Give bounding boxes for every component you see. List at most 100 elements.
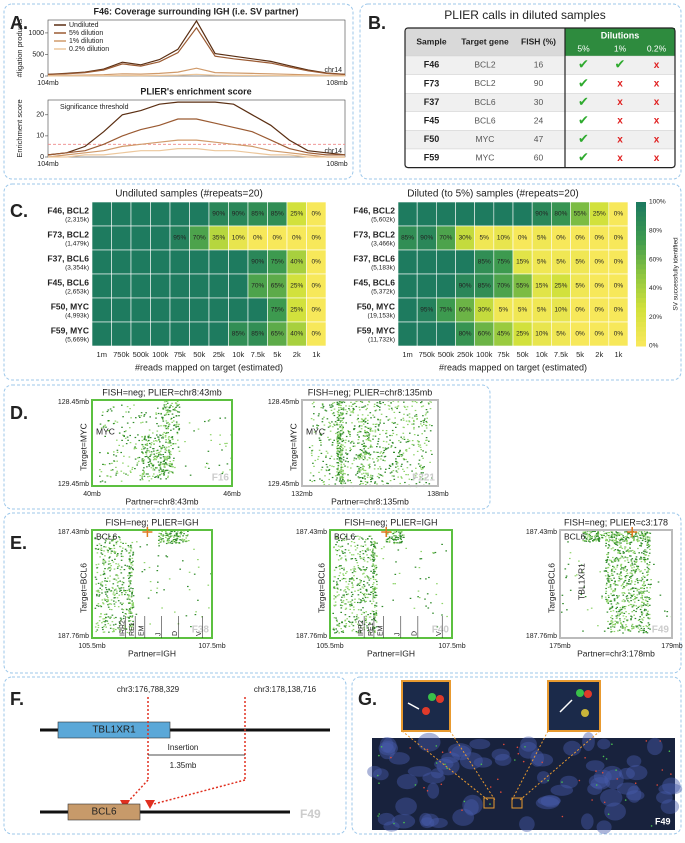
contact-dot	[365, 409, 367, 411]
contact-dot	[336, 455, 339, 457]
contact-dot	[345, 535, 347, 537]
contact-dot	[339, 445, 342, 447]
heatmap-cell	[169, 201, 190, 227]
contact-dot	[122, 542, 124, 544]
contact-dot	[130, 587, 132, 589]
contact-dot	[619, 550, 621, 552]
contact-dot	[133, 448, 136, 450]
contact-dot	[645, 559, 648, 561]
contact-dot	[168, 455, 171, 457]
contact-dot	[408, 478, 411, 480]
cell-label: 60%	[459, 307, 472, 314]
contact-dot	[193, 548, 195, 550]
contact-dot	[612, 610, 615, 612]
row-label: F46, BCL2	[47, 205, 89, 215]
contact-dot	[124, 590, 127, 592]
contact-dot	[343, 625, 346, 627]
contact-dot	[613, 623, 615, 626]
contact-dot	[423, 423, 425, 425]
contact-dot	[164, 456, 166, 458]
contact-dot	[610, 578, 612, 580]
contact-dot	[107, 606, 110, 608]
contact-dot	[645, 625, 648, 627]
contact-dot	[643, 556, 645, 559]
contact-dot	[618, 574, 621, 576]
contact-dot	[647, 605, 649, 607]
heatmap-cell	[150, 273, 171, 299]
contact-dot	[360, 613, 363, 615]
nucleus	[373, 768, 389, 781]
contact-dot	[392, 538, 394, 540]
column-header: Sample	[416, 36, 447, 46]
row-label: F73, BCL2	[353, 229, 395, 239]
contact-dot	[311, 403, 314, 405]
contact-dot	[169, 405, 172, 407]
contact-dot	[610, 607, 612, 609]
contact-dot	[326, 418, 329, 420]
contact-dot	[611, 568, 614, 570]
contact-dot	[383, 546, 385, 548]
contact-dot	[179, 539, 181, 541]
contact-dot	[145, 421, 148, 423]
contact-dot	[330, 409, 333, 411]
contact-dot	[323, 429, 326, 431]
contact-dot	[337, 463, 340, 465]
contact-dot	[620, 564, 622, 566]
contact-dot	[370, 428, 372, 430]
contact-dot	[595, 540, 597, 542]
contact-dot	[631, 588, 633, 590]
contact-dot	[360, 401, 363, 403]
contact-dot	[359, 484, 361, 486]
contact-dot	[350, 541, 353, 543]
contact-dot	[644, 604, 646, 606]
y-tick-label: 187.76mb	[526, 633, 557, 640]
contact-dot	[131, 593, 133, 595]
contact-dot	[158, 452, 160, 454]
contact-dot	[598, 537, 600, 539]
contact-dot	[313, 431, 316, 433]
contact-dot	[416, 401, 418, 404]
contact-dot	[188, 571, 191, 573]
heatmap-cell	[150, 321, 171, 347]
heatmap-cell	[189, 201, 210, 227]
contact-dot	[380, 451, 383, 453]
contact-dot	[337, 624, 340, 626]
contact-dot	[143, 471, 145, 473]
sample-label: F16	[212, 473, 230, 484]
contact-dot	[337, 450, 339, 452]
contact-dot	[646, 551, 648, 553]
contact-dot	[413, 454, 415, 456]
x-axis-label: Partner=IGH	[128, 648, 176, 658]
contact-dot	[176, 542, 178, 544]
cell-label: 55%	[516, 283, 529, 290]
contact-dot	[368, 401, 371, 403]
contact-dot	[336, 446, 338, 448]
panel-letter: E.	[10, 533, 27, 553]
contact-dot	[173, 424, 176, 426]
contact-dot	[382, 447, 384, 449]
nucleus	[585, 760, 605, 772]
nucleus	[452, 808, 475, 826]
heatmap-cell	[306, 321, 327, 347]
contact-dot	[592, 540, 594, 542]
contact-dot	[630, 619, 632, 621]
feature-label: J	[155, 633, 162, 637]
contact-dot	[153, 469, 156, 471]
contact-dot	[107, 563, 110, 565]
contact-dot	[185, 537, 187, 539]
contact-dot	[650, 583, 652, 585]
contact-dot	[642, 625, 645, 628]
contact-dot	[144, 436, 146, 438]
contact-dot	[95, 578, 98, 580]
contact-dot	[108, 463, 111, 465]
contact-dot	[344, 460, 347, 462]
contact-dot	[100, 547, 103, 549]
contact-dot	[109, 603, 111, 605]
contact-dot	[167, 439, 170, 441]
colorbar-step	[636, 307, 646, 313]
heatmap-cell	[130, 321, 151, 347]
contact-dot	[128, 608, 131, 610]
contact-dot	[95, 548, 97, 550]
contact-dot	[165, 439, 167, 441]
contact-dot	[613, 630, 616, 633]
